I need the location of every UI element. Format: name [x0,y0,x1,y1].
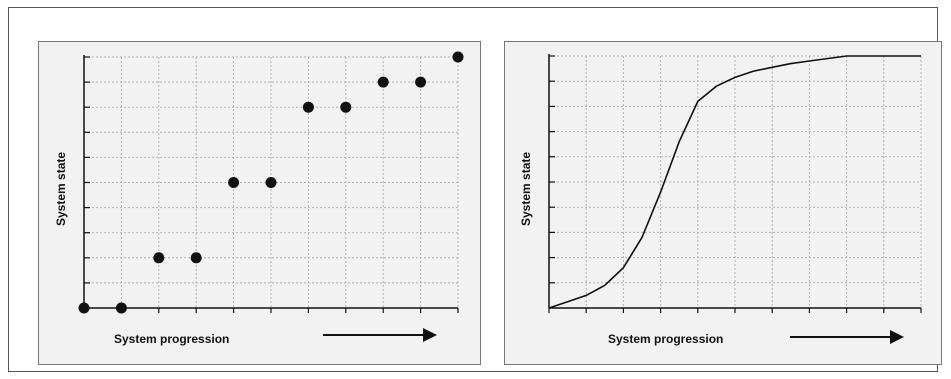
y-axis-label: System state [519,151,533,226]
data-point [153,252,165,264]
figure-frame: System state System progression System s… [8,7,942,372]
y-axis-label: System state [54,151,68,226]
data-point [415,76,427,88]
series-line [548,55,921,309]
data-point [340,101,352,113]
data-point [228,177,240,188]
data-point [377,76,389,88]
data-point [190,252,202,264]
data-point [115,302,127,314]
x-axis-label: System progression [114,332,230,346]
data-point [452,51,464,63]
progression-arrow-head [423,328,437,342]
data-point [265,177,277,188]
scatter-chart [78,51,464,342]
chart-panel-left: System state System progression [38,41,481,365]
data-point [302,101,314,113]
data-point [78,302,90,314]
progression-arrow-head [890,330,904,344]
chart-panel-right: System state System progression [504,41,942,365]
line-chart [548,54,922,344]
x-axis-label: System progression [608,332,724,346]
